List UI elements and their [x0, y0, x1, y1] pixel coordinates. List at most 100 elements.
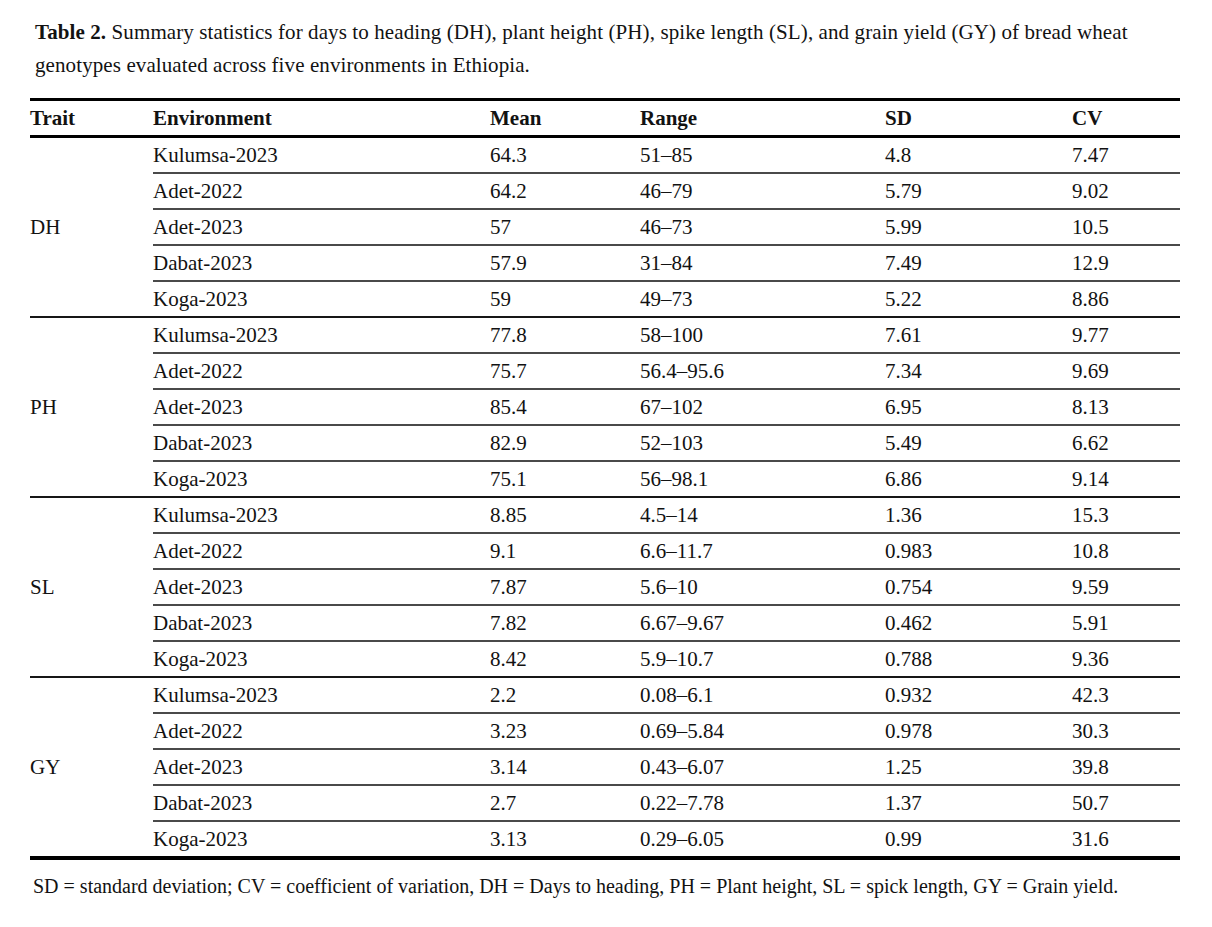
range-cell: 46–73	[640, 209, 885, 245]
cv-cell: 30.3	[1072, 713, 1180, 749]
sd-cell: 4.8	[885, 137, 1072, 174]
environment-cell: Kulumsa-2023	[153, 677, 490, 713]
range-cell: 0.43–6.07	[640, 749, 885, 785]
range-cell: 5.6–10	[640, 569, 885, 605]
sd-cell: 5.79	[885, 173, 1072, 209]
sd-cell: 1.36	[885, 497, 1072, 533]
table-caption-text: Summary statistics for days to heading (…	[35, 20, 1128, 77]
table-row: GYKulumsa-20232.20.08–6.10.93242.3	[30, 677, 1180, 713]
table-row: Koga-20235949–735.228.86	[30, 281, 1180, 317]
range-cell: 31–84	[640, 245, 885, 281]
trait-cell: DH	[30, 137, 153, 318]
cv-cell: 9.02	[1072, 173, 1180, 209]
mean-cell: 7.87	[490, 569, 640, 605]
sd-cell: 6.95	[885, 389, 1072, 425]
mean-cell: 64.2	[490, 173, 640, 209]
environment-cell: Koga-2023	[153, 281, 490, 317]
column-header-range: Range	[640, 100, 885, 137]
cv-cell: 42.3	[1072, 677, 1180, 713]
environment-cell: Koga-2023	[153, 641, 490, 677]
cv-cell: 15.3	[1072, 497, 1180, 533]
environment-cell: Dabat-2023	[153, 605, 490, 641]
table-row: Dabat-20232.70.22–7.781.3750.7	[30, 785, 1180, 821]
cv-cell: 7.47	[1072, 137, 1180, 174]
mean-cell: 77.8	[490, 317, 640, 353]
range-cell: 0.69–5.84	[640, 713, 885, 749]
mean-cell: 8.85	[490, 497, 640, 533]
environment-cell: Dabat-2023	[153, 245, 490, 281]
column-header-mean: Mean	[490, 100, 640, 137]
cv-cell: 5.91	[1072, 605, 1180, 641]
mean-cell: 57.9	[490, 245, 640, 281]
table-caption-label: Table 2.	[35, 20, 106, 44]
cv-cell: 8.86	[1072, 281, 1180, 317]
environment-cell: Adet-2022	[153, 713, 490, 749]
range-cell: 56.4–95.6	[640, 353, 885, 389]
table-row: Adet-202275.756.4–95.67.349.69	[30, 353, 1180, 389]
cv-cell: 10.5	[1072, 209, 1180, 245]
table-row: SLKulumsa-20238.854.5–141.3615.3	[30, 497, 1180, 533]
table-row: Adet-20223.230.69–5.840.97830.3	[30, 713, 1180, 749]
mean-cell: 75.7	[490, 353, 640, 389]
range-cell: 4.5–14	[640, 497, 885, 533]
column-header-cv: CV	[1072, 100, 1180, 137]
cv-cell: 31.6	[1072, 821, 1180, 858]
environment-cell: Dabat-2023	[153, 785, 490, 821]
mean-cell: 9.1	[490, 533, 640, 569]
trait-cell: SL	[30, 497, 153, 677]
table-row: Dabat-20237.826.67–9.670.4625.91	[30, 605, 1180, 641]
mean-cell: 8.42	[490, 641, 640, 677]
range-cell: 51–85	[640, 137, 885, 174]
range-cell: 67–102	[640, 389, 885, 425]
table-row: Adet-20229.16.6–11.70.98310.8	[30, 533, 1180, 569]
environment-cell: Kulumsa-2023	[153, 137, 490, 174]
environment-cell: Adet-2023	[153, 209, 490, 245]
mean-cell: 3.13	[490, 821, 640, 858]
range-cell: 56–98.1	[640, 461, 885, 497]
table-row: Adet-202385.467–1026.958.13	[30, 389, 1180, 425]
sd-cell: 0.983	[885, 533, 1072, 569]
cv-cell: 9.36	[1072, 641, 1180, 677]
sd-cell: 5.49	[885, 425, 1072, 461]
sd-cell: 0.788	[885, 641, 1072, 677]
summary-statistics-table: Trait Environment Mean Range SD CV DHKul…	[30, 98, 1180, 860]
table-row: Adet-202264.246–795.799.02	[30, 173, 1180, 209]
cv-cell: 9.69	[1072, 353, 1180, 389]
mean-cell: 2.2	[490, 677, 640, 713]
table-caption: Table 2. Summary statistics for days to …	[35, 16, 1185, 82]
cv-cell: 8.13	[1072, 389, 1180, 425]
environment-cell: Adet-2023	[153, 749, 490, 785]
sd-cell: 0.932	[885, 677, 1072, 713]
environment-cell: Adet-2023	[153, 569, 490, 605]
mean-cell: 59	[490, 281, 640, 317]
environment-cell: Adet-2022	[153, 353, 490, 389]
mean-cell: 57	[490, 209, 640, 245]
sd-cell: 6.86	[885, 461, 1072, 497]
range-cell: 0.22–7.78	[640, 785, 885, 821]
mean-cell: 85.4	[490, 389, 640, 425]
table-row: Dabat-202382.952–1035.496.62	[30, 425, 1180, 461]
environment-cell: Koga-2023	[153, 461, 490, 497]
cv-cell: 9.77	[1072, 317, 1180, 353]
mean-cell: 64.3	[490, 137, 640, 174]
mean-cell: 7.82	[490, 605, 640, 641]
table-row: Koga-20238.425.9–10.70.7889.36	[30, 641, 1180, 677]
cv-cell: 6.62	[1072, 425, 1180, 461]
sd-cell: 0.99	[885, 821, 1072, 858]
range-cell: 46–79	[640, 173, 885, 209]
sd-cell: 1.25	[885, 749, 1072, 785]
mean-cell: 75.1	[490, 461, 640, 497]
trait-cell: PH	[30, 317, 153, 497]
cv-cell: 12.9	[1072, 245, 1180, 281]
mean-cell: 3.23	[490, 713, 640, 749]
environment-cell: Adet-2022	[153, 533, 490, 569]
range-cell: 52–103	[640, 425, 885, 461]
table-row: Koga-202375.156–98.16.869.14	[30, 461, 1180, 497]
range-cell: 5.9–10.7	[640, 641, 885, 677]
range-cell: 0.08–6.1	[640, 677, 885, 713]
environment-cell: Adet-2023	[153, 389, 490, 425]
sd-cell: 5.22	[885, 281, 1072, 317]
sd-cell: 0.754	[885, 569, 1072, 605]
sd-cell: 7.61	[885, 317, 1072, 353]
environment-cell: Dabat-2023	[153, 425, 490, 461]
